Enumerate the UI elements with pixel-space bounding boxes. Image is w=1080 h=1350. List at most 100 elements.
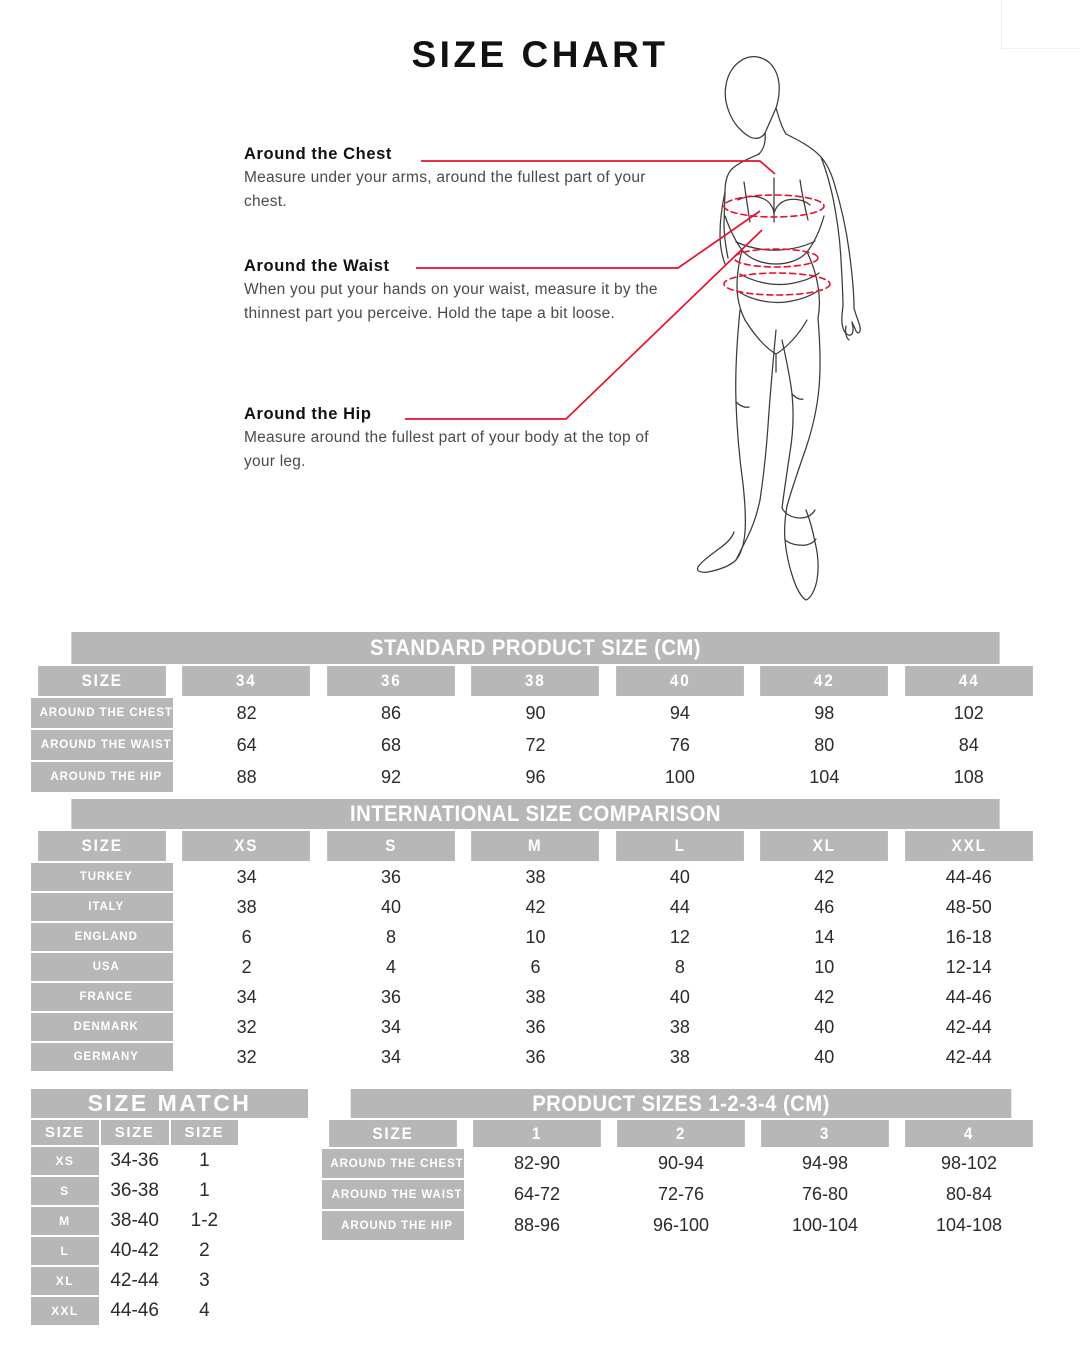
cell-5-0-text: 32	[236, 1016, 257, 1037]
cell-3-3-text: 8	[674, 956, 685, 977]
cell-2-5-text: 16-18	[945, 926, 992, 947]
cell-0-4: 42	[753, 863, 896, 891]
cell-3-2-text: 6	[530, 956, 541, 977]
column-header-corner-text: SIZE	[81, 836, 123, 855]
cell-0-2-text: 38	[525, 866, 546, 887]
cell-2-1-text: 92	[381, 766, 402, 787]
cell-4-5-text: 44-46	[945, 986, 992, 1007]
cell-2-2-text: 10	[525, 926, 546, 947]
cell-1-1-text: 72-76	[657, 1184, 705, 1204]
column-header-corner: SIZE	[38, 831, 167, 861]
table-row: ENGLAND 6 8 10 12 14 16-18	[31, 923, 1040, 951]
cell-1-1-text: 40	[381, 896, 402, 917]
waist-ring	[733, 248, 819, 268]
cell-1-3-text: 44	[669, 896, 690, 917]
row-header-1-text: ITALY	[88, 901, 125, 913]
column-header-3: 4	[905, 1120, 1033, 1147]
cell-4-1: 3	[170, 1267, 239, 1295]
cell-2-2: 96	[464, 762, 607, 792]
cell-1-5: 48-50	[897, 893, 1040, 921]
cell-2-3: 104-108	[898, 1211, 1040, 1240]
cell-2-0-text: 6	[241, 926, 252, 947]
cell-2-2-text: 96	[525, 766, 546, 787]
column-header-size-0-text: SIZE	[45, 1124, 85, 1141]
row-header-0: AROUND THE CHEST	[322, 1149, 464, 1178]
row-header-1: AROUND THE WAIST	[31, 730, 174, 760]
cell-6-3: 38	[608, 1043, 752, 1071]
cell-2-4-text: 104	[809, 766, 840, 787]
cell-0-0-text: 82-90	[513, 1153, 561, 1173]
cell-5-0-text: 44-46	[110, 1300, 159, 1321]
table-title: STANDARD PRODUCT SIZE (CM)	[71, 632, 1000, 664]
cell-6-5-text: 42-44	[945, 1046, 992, 1067]
cell-1-3: 76	[608, 730, 752, 760]
cell-0-0: 82-90	[466, 1149, 608, 1178]
product-sizes-table: PRODUCT SIZES 1-2-3-4 (CM) SIZE 1 2 3 4 AROUND…	[320, 1087, 1042, 1242]
female-figure-illustration	[640, 10, 1020, 630]
cell-0-5: 44-46	[897, 863, 1040, 891]
cell-6-4-text: 40	[814, 1046, 835, 1067]
table-title-row: STANDARD PRODUCT SIZE (CM)	[31, 632, 1040, 664]
column-header-size-1: SIZE	[100, 1120, 169, 1145]
cell-2-1: 1-2	[170, 1207, 239, 1235]
table-title-text: STANDARD PRODUCT SIZE (CM)	[370, 635, 701, 660]
row-header-3-text: USA	[92, 961, 120, 973]
row-header-0-text: AROUND THE CHEST	[39, 707, 173, 719]
row-header-0: TURKEY	[31, 863, 174, 891]
cell-0-2: 94-98	[754, 1149, 896, 1178]
chest-ring	[723, 194, 825, 218]
cell-6-0-text: 32	[236, 1046, 257, 1067]
column-header-3-text: 40	[669, 671, 691, 690]
row-header-5: XXL	[31, 1297, 99, 1325]
cell-4-3-text: 40	[669, 986, 690, 1007]
cell-6-2: 36	[464, 1043, 607, 1071]
row-header-5: DENMARK	[31, 1013, 174, 1041]
cell-2-0-text: 88	[236, 766, 257, 787]
cell-1-4: 80	[753, 730, 896, 760]
cell-4-2: 38	[464, 983, 607, 1011]
size-match-table: SIZE MATCH SIZE SIZE SIZE XS 34-36 1 S 36-38 1 M 38…	[29, 1087, 310, 1327]
table-row: XL 42-44 3	[31, 1267, 308, 1295]
cell-3-0: 2	[175, 953, 318, 981]
column-header-4-text: XL	[812, 836, 836, 855]
table-title-row: PRODUCT SIZES 1-2-3-4 (CM)	[322, 1089, 1040, 1118]
cell-0-1-text: 90-94	[657, 1153, 705, 1173]
row-header-0: AROUND THE CHEST	[31, 698, 174, 728]
table-title: INTERNATIONAL SIZE COMPARISON	[71, 799, 1000, 829]
table-row: L 40-42 2	[31, 1237, 308, 1265]
table-row: XS 34-36 1	[31, 1147, 308, 1175]
table-title: SIZE MATCH	[31, 1089, 308, 1118]
row-header-5-text: DENMARK	[73, 1021, 139, 1033]
row-header-2-text: AROUND THE HIP	[341, 1219, 453, 1232]
table-row: GERMANY 32 34 36 38 40 42-44	[31, 1043, 1040, 1071]
cell-2-1: 92	[319, 762, 463, 792]
cell-1-0-text: 36-38	[110, 1180, 159, 1201]
cell-2-0-text: 88-96	[513, 1215, 561, 1235]
cell-4-2-text: 38	[525, 986, 546, 1007]
cell-2-5-text: 108	[953, 766, 984, 787]
cell-0-5-text: 44-46	[945, 866, 992, 887]
column-header-size-1-text: SIZE	[114, 1124, 155, 1141]
column-header-2-text: 38	[525, 671, 546, 690]
cell-4-0-text: 34	[236, 986, 257, 1007]
row-header-0: XS	[31, 1147, 99, 1175]
row-header-1: AROUND THE WAIST	[322, 1180, 464, 1209]
row-header-4-text: FRANCE	[79, 991, 133, 1003]
column-header-3: 40	[615, 666, 744, 696]
table-header-row: SIZE SIZE SIZE	[31, 1120, 308, 1145]
row-header-1: ITALY	[31, 893, 174, 921]
callout-waist-body: When you put your hands on your waist, m…	[244, 281, 658, 322]
table-header-row: SIZE 1 2 3 4	[322, 1120, 1040, 1147]
column-header-1: 2	[617, 1120, 745, 1147]
cell-2-4: 14	[753, 923, 896, 951]
cell-1-2-text: 76-80	[801, 1184, 849, 1204]
column-header-4: XL	[760, 831, 889, 861]
column-header-size-0: SIZE	[31, 1120, 99, 1145]
cell-1-0: 38	[175, 893, 318, 921]
table-row: AROUND THE HIP 88 92 96 100 104 108	[31, 762, 1040, 792]
callout-hip-title: Around the Hip	[244, 405, 372, 423]
cell-4-1: 36	[319, 983, 463, 1011]
cell-5-2: 36	[464, 1013, 607, 1041]
cell-2-1: 8	[319, 923, 463, 951]
table-row: TURKEY 34 36 38 40 42 44-46	[31, 863, 1040, 891]
